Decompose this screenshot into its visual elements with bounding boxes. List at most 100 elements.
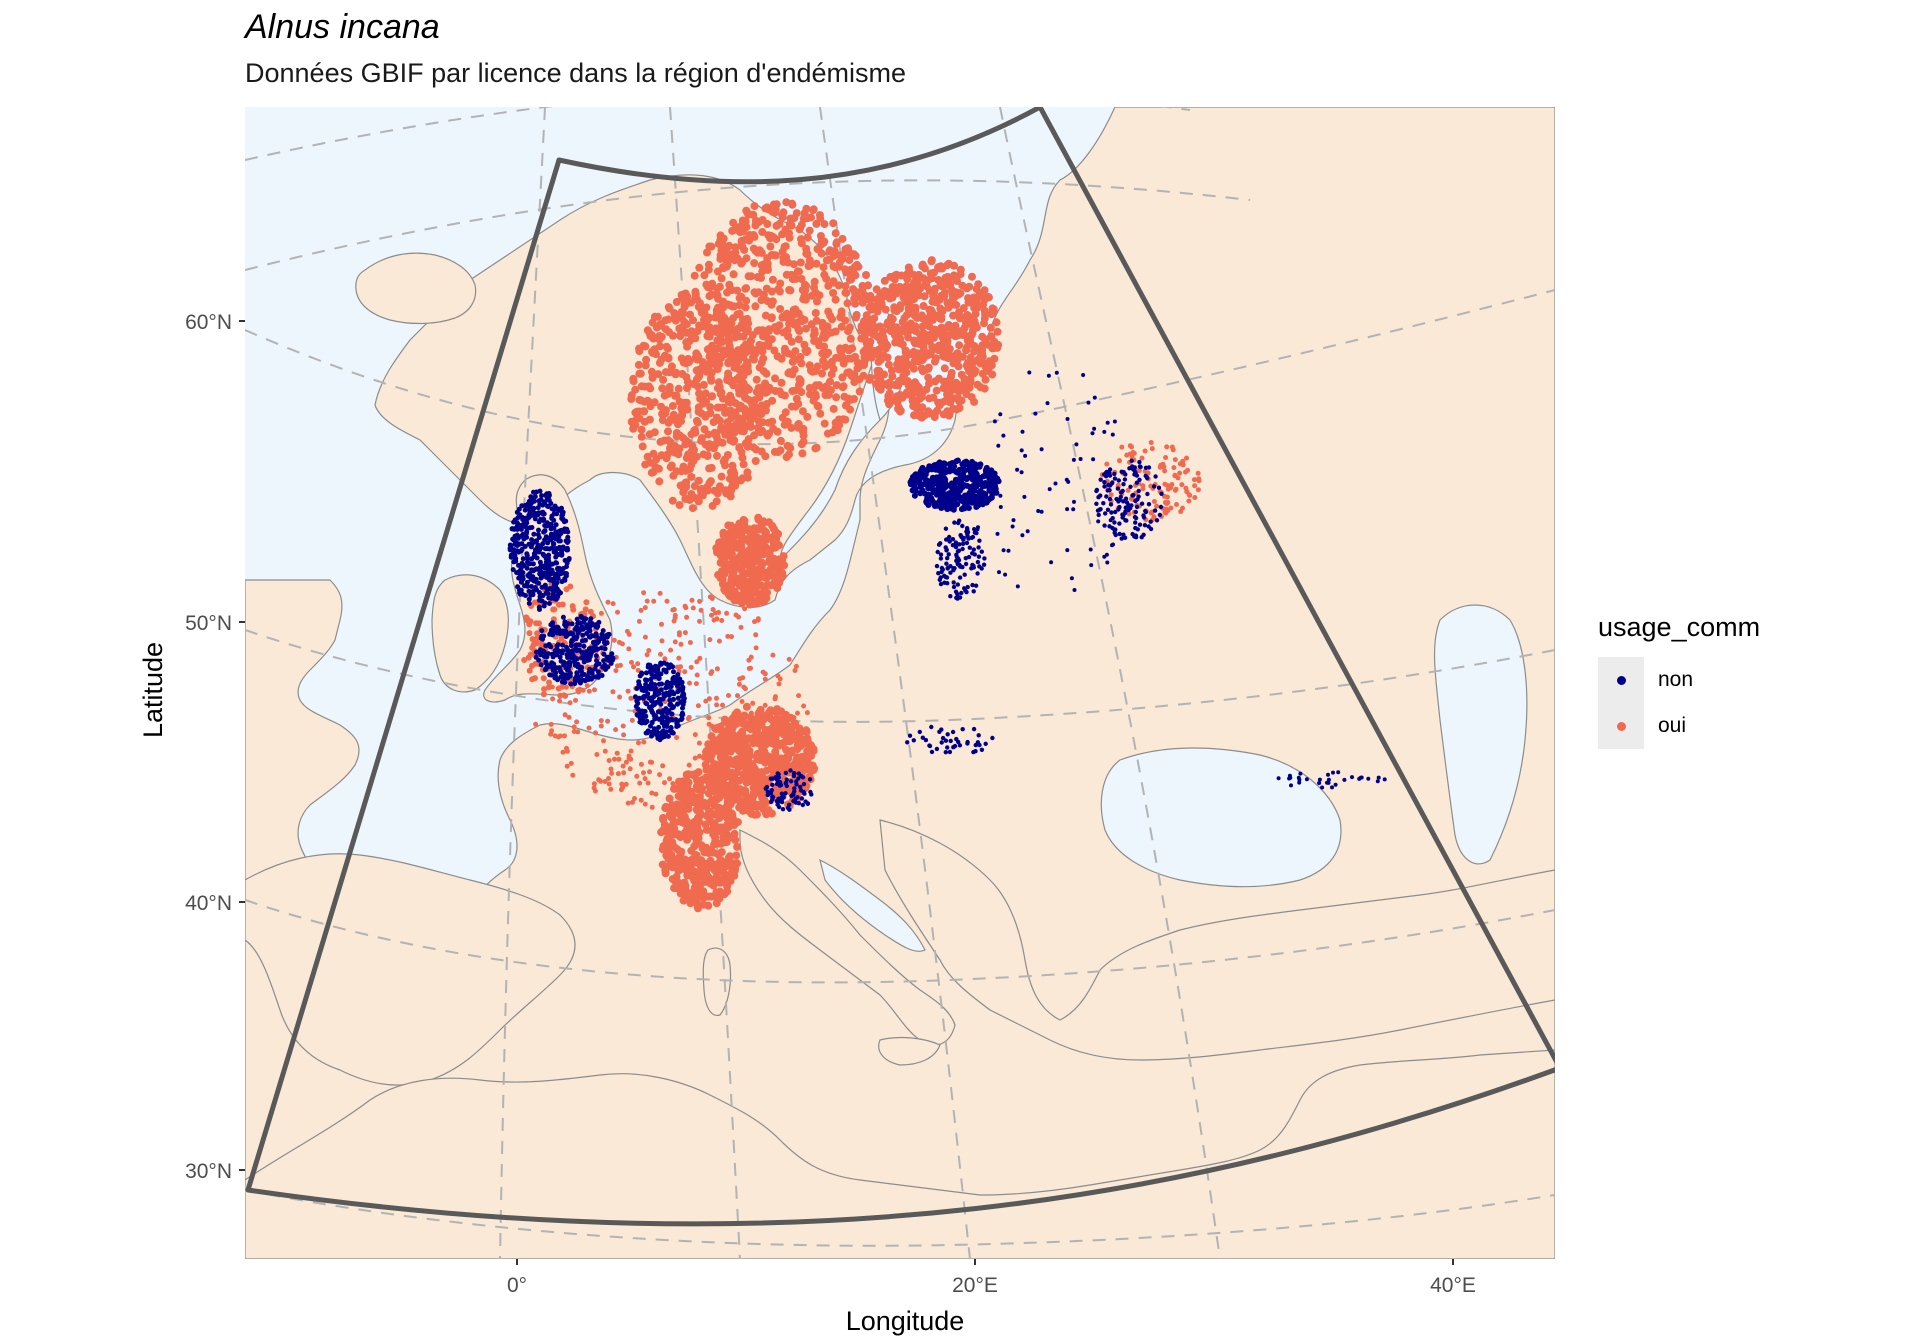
occurrence-point [845,248,854,257]
occurrence-point [667,692,672,698]
occurrence-point [887,366,896,375]
occurrence-point [681,494,690,503]
occurrence-point [634,773,640,779]
occurrence-point [943,272,952,281]
occurrence-point [650,428,659,437]
occurrence-point [733,286,742,295]
occurrence-point [763,265,772,274]
occurrence-point [952,275,961,283]
occurrence-point [758,426,767,435]
occurrence-point [536,580,542,586]
land-north-africa [245,1049,1555,1259]
occurrence-point [805,226,814,235]
occurrence-point [894,381,903,390]
occurrence-point [536,527,541,533]
occurrence-point [780,710,786,716]
occurrence-point [813,401,822,410]
occurrence-point [668,812,676,820]
occurrence-point [829,289,838,297]
occurrence-point [777,757,783,763]
occurrence-point [717,472,726,481]
occurrence-point [946,281,955,290]
occurrence-point [680,819,688,827]
occurrence-point [865,375,874,384]
occurrence-point [544,565,550,571]
occurrence-point [1196,478,1202,484]
occurrence-point [1183,485,1189,491]
occurrence-point [750,355,758,364]
occurrence-point [774,285,783,294]
occurrence-point [688,664,694,670]
occurrence-point [851,299,860,308]
occurrence-point [719,722,725,728]
occurrence-point [1154,503,1160,509]
occurrence-point [806,260,815,269]
occurrence-point [525,583,531,589]
occurrence-point [717,274,726,283]
occurrence-point [740,325,749,334]
occurrence-point [704,441,713,450]
occurrence-point [842,401,851,409]
occurrence-point [741,340,750,349]
occurrence-point [757,447,766,456]
occurrence-point [894,365,903,374]
occurrence-point [955,582,960,587]
occurrence-point [709,848,718,857]
occurrence-point [592,687,597,693]
occurrence-point [670,664,676,670]
occurrence-point [923,497,930,503]
occurrence-point [976,383,985,392]
occurrence-point [981,310,990,319]
occurrence-point [982,491,989,498]
occurrence-point [803,734,812,743]
occurrence-point [1169,482,1175,487]
occurrence-point [1163,455,1169,460]
occurrence-point [681,359,690,368]
occurrence-point [655,477,664,486]
occurrence-point [716,638,722,644]
occurrence-point [811,288,820,297]
occurrence-point [932,297,941,306]
occurrence-point [562,692,569,699]
occurrence-point [708,764,714,770]
occurrence-point [670,676,676,682]
occurrence-point [942,496,949,502]
occurrence-point [934,346,943,355]
occurrence-point [763,297,772,306]
occurrence-point [764,342,773,350]
occurrence-point [540,636,546,642]
occurrence-point [637,780,643,786]
occurrence-point [955,404,964,412]
occurrence-point [644,598,650,604]
occurrence-point [682,669,688,675]
occurrence-point [533,585,538,590]
occurrence-point [674,864,682,872]
occurrence-point [587,666,593,672]
occurrence-point [687,472,696,481]
occurrence-point [619,641,625,647]
occurrence-point [659,638,665,644]
occurrence-point [762,676,768,682]
occurrence-point [955,341,964,350]
occurrence-point [712,431,721,440]
occurrence-point [836,346,845,355]
occurrence-point [664,679,670,685]
occurrence-point [994,340,1003,349]
occurrence-point [904,361,913,369]
occurrence-point [678,411,687,420]
occurrence-point [816,409,825,418]
occurrence-point [523,593,528,598]
occurrence-point [700,425,709,434]
occurrence-point [742,296,751,305]
occurrence-point [920,281,929,290]
occurrence-point [661,691,667,697]
occurrence-point [810,329,819,338]
occurrence-point [647,367,656,376]
occurrence-point [560,671,566,677]
occurrence-point [909,381,918,390]
occurrence-point [589,622,595,628]
occurrence-point [776,305,785,313]
occurrence-point [770,447,779,456]
occurrence-point [678,294,687,303]
occurrence-point [540,551,546,557]
